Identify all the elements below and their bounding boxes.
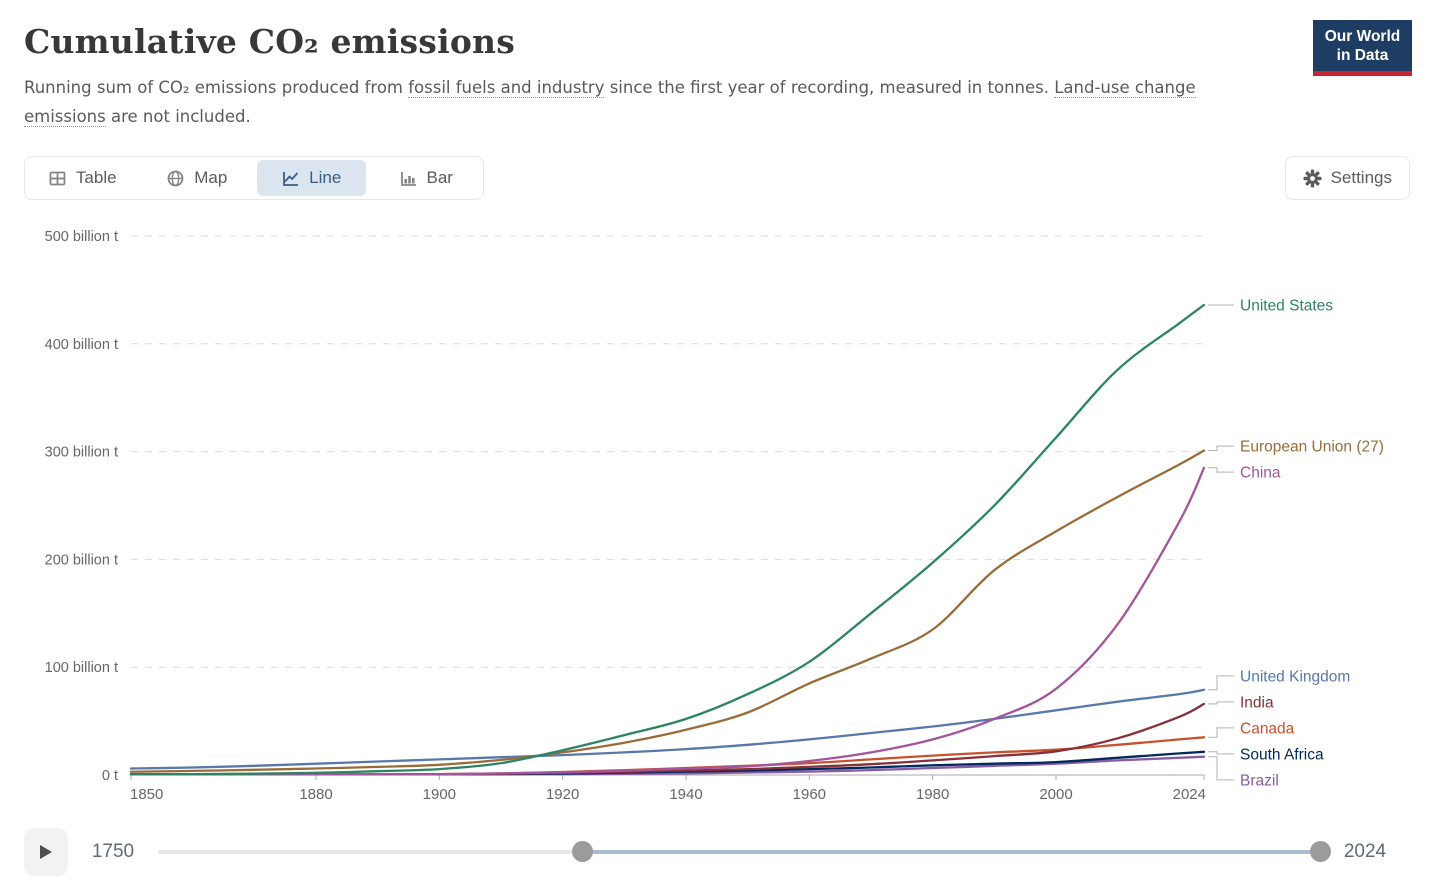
view-tabs: Table Map Line — [24, 156, 484, 200]
subtitle-link[interactable]: fossil fuels and industry — [408, 78, 605, 98]
x-axis-label: 1980 — [916, 786, 949, 803]
y-axis-label: 500 billion t — [45, 229, 118, 245]
y-axis-label: 0 t — [102, 768, 118, 784]
timeline-end-year: 2024 — [1343, 841, 1387, 862]
globe-icon — [167, 170, 184, 186]
series-label-south-africa[interactable]: South Africa — [1240, 746, 1324, 763]
timeline-slider[interactable] — [158, 828, 1331, 876]
subtitle-text: Running sum of CO₂ emissions produced fr… — [24, 78, 409, 97]
timeline-track-selected[interactable] — [582, 850, 1320, 854]
timeline-start-handle[interactable] — [571, 841, 593, 862]
label-connector — [1208, 756, 1234, 781]
subtitle-text: since the first year of recording, measu… — [604, 78, 1055, 97]
x-axis-label: 1850 — [130, 786, 163, 803]
tab-map-label: Map — [194, 168, 228, 187]
label-connector — [1208, 445, 1234, 451]
owid-logo[interactable]: Our World in Data — [1313, 20, 1412, 76]
series-label-canada[interactable]: Canada — [1240, 720, 1295, 737]
series-label-china[interactable]: China — [1240, 465, 1281, 482]
bar-chart-icon — [400, 171, 416, 186]
y-axis-label: 100 billion t — [45, 660, 118, 676]
play-button[interactable] — [24, 828, 68, 876]
label-connector — [1208, 467, 1234, 473]
subtitle-link[interactable]: Land-use change emissions — [24, 78, 1196, 127]
tab-line[interactable]: Line — [257, 160, 366, 196]
settings-button[interactable]: Settings — [1284, 156, 1410, 200]
x-axis-label: 1940 — [669, 786, 702, 803]
series-label-brazil[interactable]: Brazil — [1240, 772, 1279, 789]
gear-icon — [1303, 169, 1322, 187]
series-line-united-states[interactable] — [129, 303, 1206, 776]
settings-label: Settings — [1330, 168, 1392, 187]
line-chart-icon — [283, 171, 299, 186]
label-connector — [1208, 701, 1234, 705]
y-axis-label: 200 billion t — [45, 552, 118, 568]
subtitle-text: are not included. — [105, 107, 251, 126]
y-axis-label: 400 billion t — [45, 337, 118, 353]
series-label-european-union-27[interactable]: European Union (27) — [1240, 439, 1384, 456]
series-line-united-kingdom[interactable] — [129, 688, 1206, 770]
line-chart-canvas: 0 t 100 billion t 200 billion t 300 billion… — [45, 229, 1384, 803]
series-label-united-kingdom[interactable]: United Kingdom — [1240, 668, 1350, 685]
controls-row: Table Map Line — [24, 156, 1410, 200]
owid-logo-line2: in Data — [1336, 47, 1389, 64]
tab-map[interactable]: Map — [143, 160, 252, 196]
series-label-india[interactable]: India — [1240, 694, 1274, 711]
label-connector — [1208, 727, 1234, 738]
y-axis-label: 300 billion t — [45, 445, 118, 461]
tab-bar-label: Bar — [426, 168, 453, 187]
timeline-end-handle[interactable] — [1309, 841, 1331, 862]
owid-logo-line1: Our World — [1324, 28, 1401, 45]
timeline-start-year: 1750 — [91, 841, 135, 862]
chart-header: Cumulative CO₂ emissions Running sum of … — [24, 22, 1282, 131]
label-connector — [1208, 675, 1234, 691]
page-title: Cumulative CO₂ emissions — [24, 22, 516, 61]
x-axis-label: 1920 — [546, 786, 579, 803]
timeline-control: 1750 2024 — [24, 828, 1410, 876]
tab-table[interactable]: Table — [28, 160, 137, 196]
series-line-european-union-27[interactable] — [129, 449, 1206, 773]
tab-table-label: Table — [75, 168, 117, 187]
chart-subtitle: Running sum of CO₂ emissions produced fr… — [24, 73, 1264, 131]
label-connector — [1208, 751, 1234, 755]
series-line-china[interactable] — [129, 466, 1206, 776]
x-axis-label: 1900 — [423, 786, 456, 803]
x-axis-label: 2024 — [1173, 786, 1206, 803]
tab-line-label: Line — [309, 168, 342, 187]
x-axis-label: 1960 — [793, 786, 826, 803]
x-axis-label: 1880 — [299, 786, 332, 803]
table-icon — [49, 171, 66, 185]
play-icon — [40, 845, 52, 859]
series-label-united-states[interactable]: United States — [1240, 297, 1333, 314]
x-axis-label: 2000 — [1039, 786, 1072, 803]
tab-bar[interactable]: Bar — [372, 160, 481, 196]
